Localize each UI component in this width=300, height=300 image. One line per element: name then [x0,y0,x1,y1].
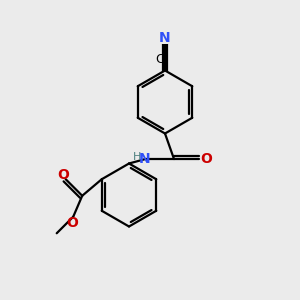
Text: N: N [139,152,151,166]
Text: O: O [200,152,212,166]
Text: O: O [57,168,69,182]
Text: C: C [155,53,164,66]
Text: N: N [159,31,171,45]
Text: H: H [133,152,141,163]
Text: O: O [66,216,78,230]
